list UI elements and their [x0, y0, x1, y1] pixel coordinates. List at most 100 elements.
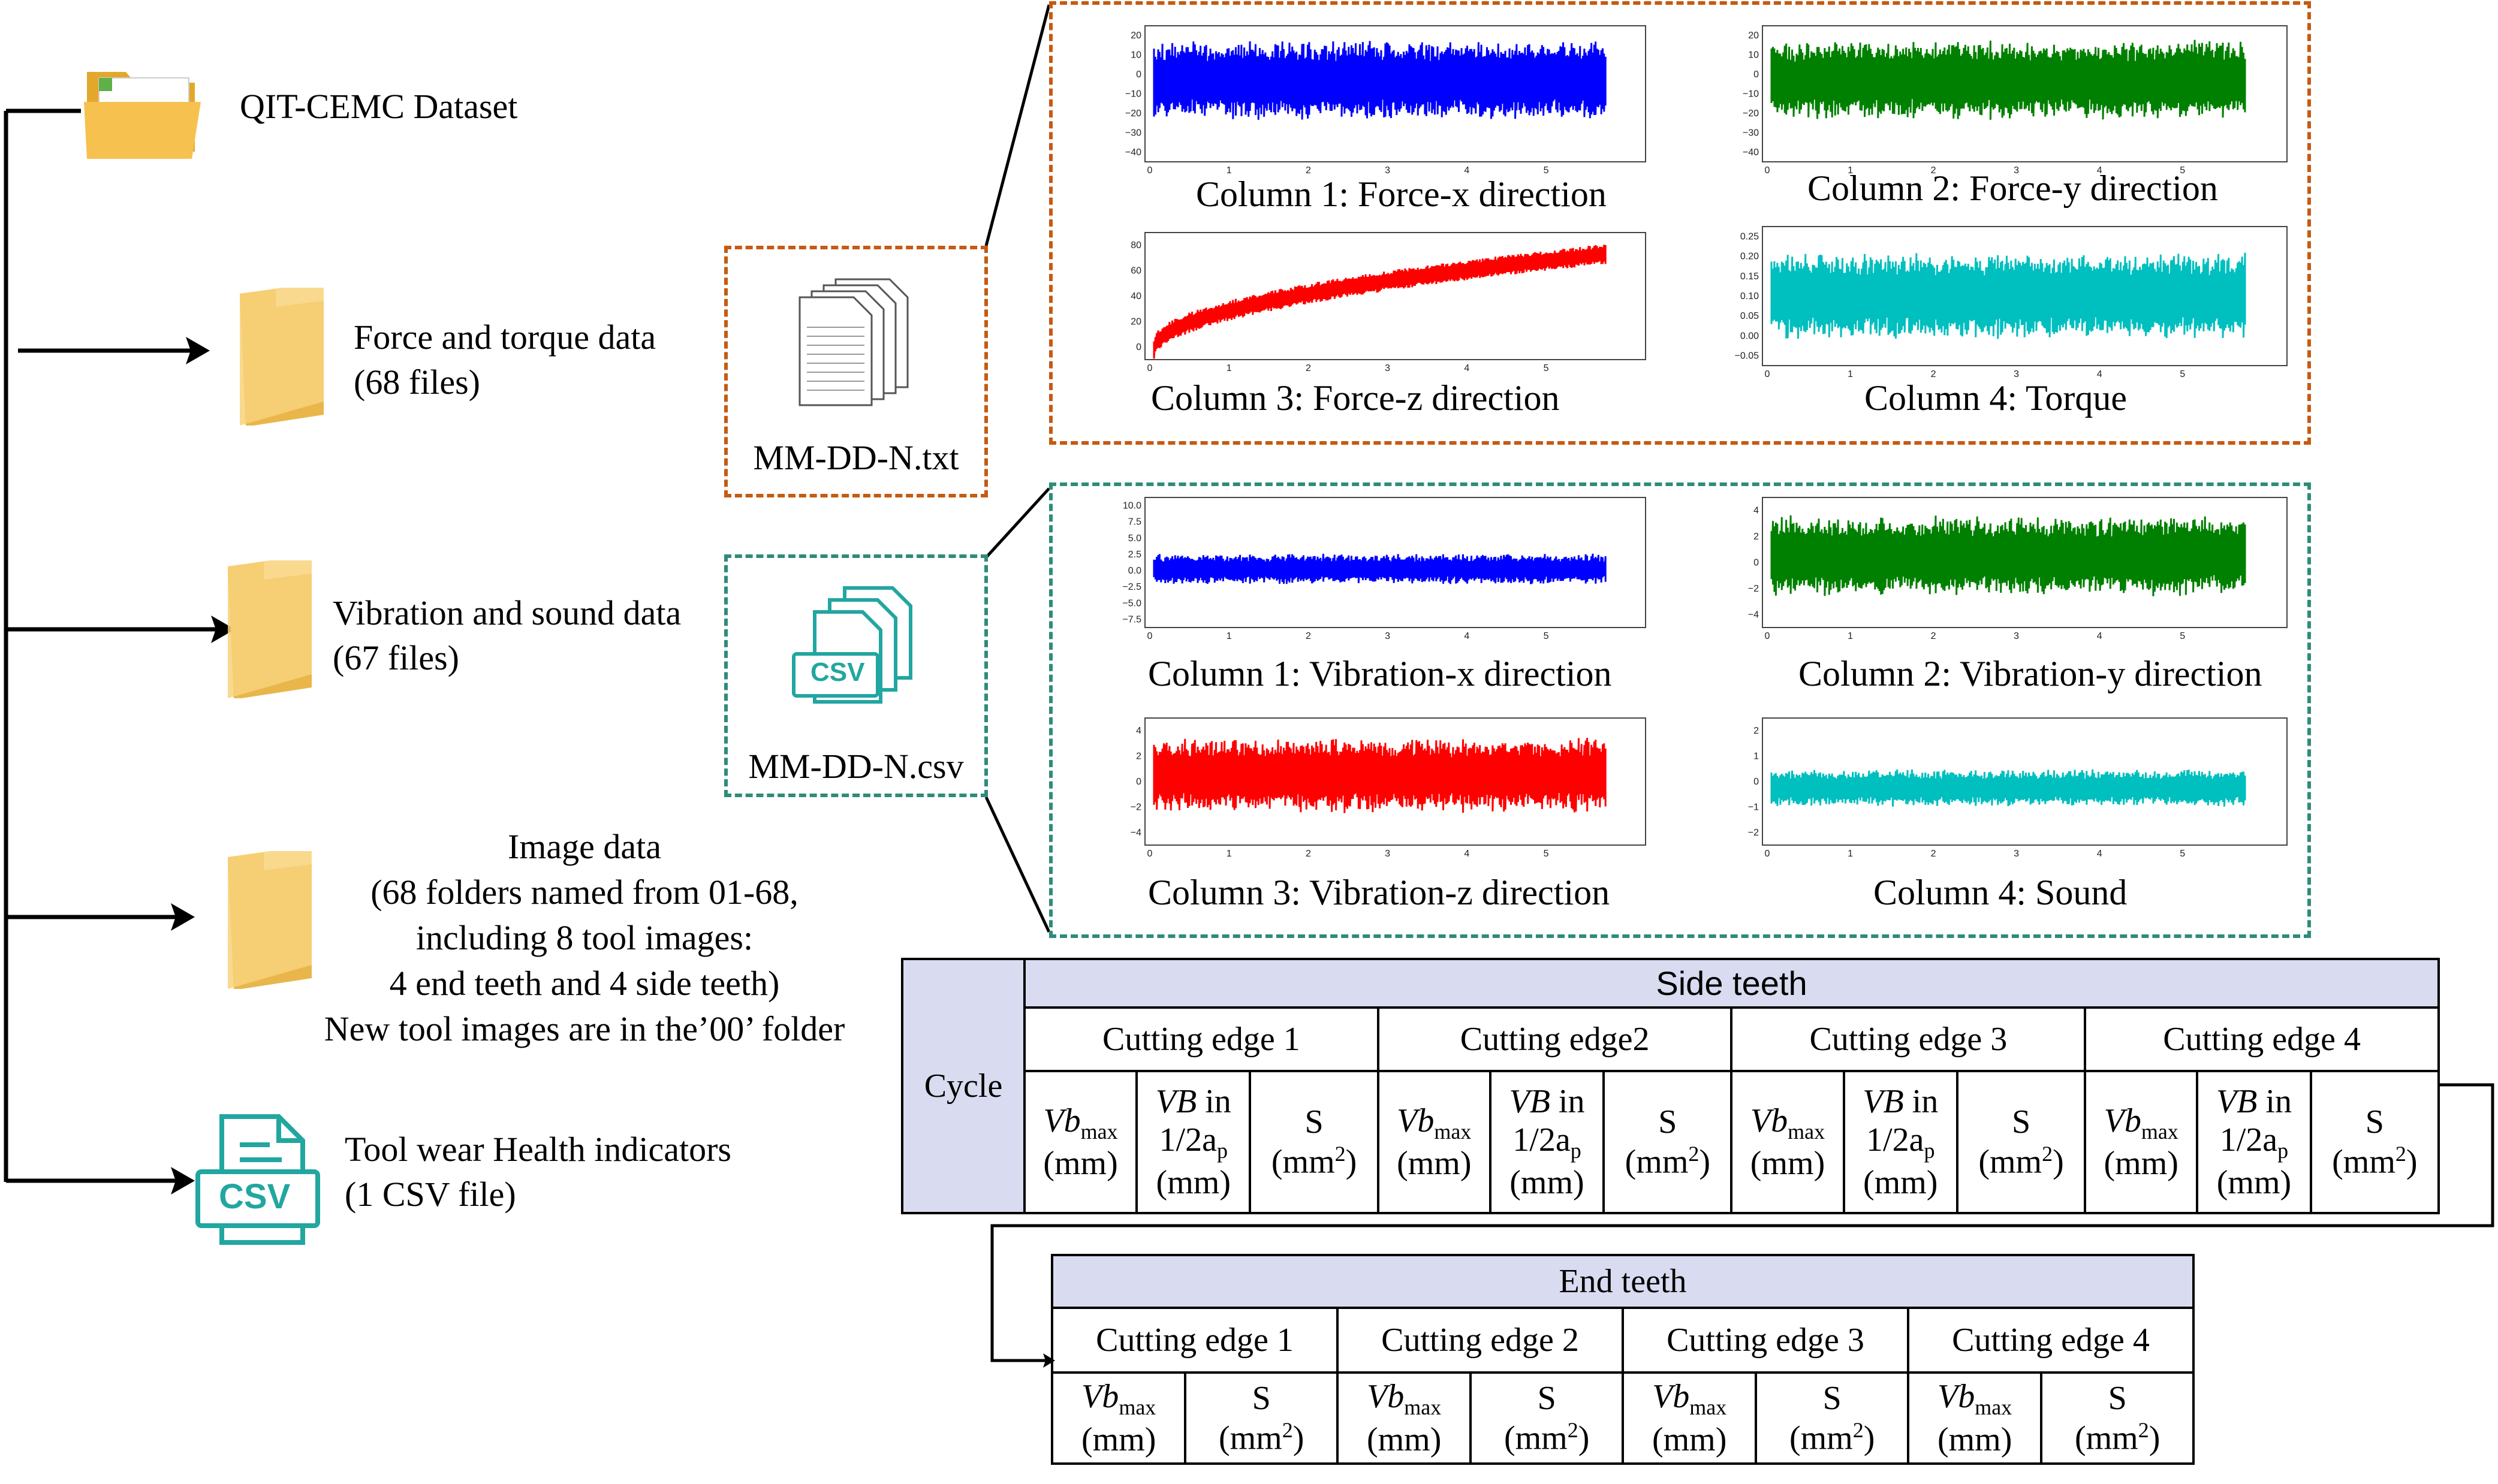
area-cell: S (mm2) [2309, 1069, 2440, 1215]
y-tick-label: 5.0 [1128, 533, 1141, 544]
vbmax-cell: Vbmax (mm) [1336, 1371, 1472, 1465]
y-tick-label: −2 [1748, 584, 1759, 594]
x-tick-label: 1 [1848, 849, 1853, 859]
vbmax-cell: Vbmax (mm) [1023, 1069, 1138, 1215]
y-tick-label: −10 [1125, 89, 1141, 99]
y-tick-label: 10 [1748, 50, 1759, 61]
x-tick-label: 0 [1147, 165, 1153, 176]
vb-half-ap-cell: VB in 1/2ap (mm) [2196, 1069, 2312, 1215]
signal-plot: 80 60 40 20 0 0 1 2 3 4 5 [1131, 232, 1646, 373]
y-tick-label: 2 [1136, 752, 1141, 762]
csv-stack-icon [792, 586, 912, 704]
x-tick-label: 0 [1765, 849, 1770, 859]
x-tick-label: 3 [2014, 165, 2019, 176]
y-tick-label: 0 [1753, 777, 1759, 787]
x-tick-label: 2 [1306, 631, 1311, 641]
root-label: QIT-CEMC Dataset [240, 87, 518, 126]
vb-half-ap-cell: VB in 1/2ap (mm) [1842, 1069, 1958, 1215]
area-cell: S (mm2) [1602, 1069, 1733, 1215]
image-data-line: New tool images are in the’00’ folder [324, 1009, 845, 1048]
x-tick-label: 5 [1544, 849, 1549, 859]
y-tick-label: 2.5 [1128, 550, 1141, 560]
x-tick-label: 5 [1544, 631, 1549, 641]
y-tick-label: 0 [1136, 70, 1141, 80]
signal-plot: 10.0 7.5 5.0 2.5 0.0 −2.5 −5.0 −7.5 0 1 2 3 4 5 [1122, 497, 1646, 641]
force-torque-count: (68 files) [354, 363, 480, 402]
y-tick-label: 80 [1131, 240, 1141, 251]
y-tick-label: −30 [1743, 128, 1759, 138]
folder-icon [234, 282, 330, 427]
y-tick-label: 0.15 [1740, 272, 1759, 282]
x-tick-label: 0 [1765, 631, 1770, 641]
vb-half-ap-cell: VB in 1/2ap (mm) [1488, 1069, 1605, 1215]
y-tick-label: 0 [1136, 777, 1141, 787]
image-data-line: including 8 tool images: [415, 918, 754, 957]
x-tick-label: 4 [1464, 363, 1469, 373]
area-cell: S (mm2) [1249, 1069, 1379, 1215]
y-tick-label: −7.5 [1122, 614, 1141, 625]
signal-trace [1770, 769, 2246, 807]
y-tick-label: 0 [1136, 342, 1141, 352]
y-tick-label: 60 [1131, 266, 1141, 276]
signal-plot: 4 2 0 −2 −4 0 1 2 3 4 5 [1131, 717, 1646, 859]
y-tick-label: −5.0 [1122, 598, 1141, 608]
x-tick-label: 1 [1227, 849, 1232, 859]
side-edge-4: Cutting edge 4 [2084, 1006, 2440, 1072]
y-tick-label: 10 [1131, 50, 1141, 61]
txt-file-box: MM-DD-N.txt [724, 246, 988, 497]
x-tick-label: 3 [2014, 369, 2019, 379]
y-tick-label: 1 [1753, 752, 1759, 762]
x-tick-label: 4 [2097, 631, 2102, 641]
y-tick-label: −2.5 [1122, 582, 1141, 592]
end-edge-2: Cutting edge 2 [1336, 1307, 1624, 1374]
side-edge-3: Cutting edge 3 [1730, 1006, 2087, 1072]
y-tick-label: −30 [1125, 128, 1141, 138]
vbmax-cell: Vbmax (mm) [1621, 1371, 1758, 1465]
signal-plot: 4 2 0 −2 −4 0 1 2 3 4 5 [1748, 497, 2288, 641]
y-tick-label: −0.05 [1735, 351, 1759, 361]
vbmax-cell: Vbmax (mm) [1730, 1069, 1845, 1215]
csv-badge-text: CSV [219, 1177, 291, 1216]
x-tick-label: 4 [2097, 369, 2102, 379]
y-tick-label: 0 [1753, 558, 1759, 568]
x-tick-label: 1 [1848, 165, 1853, 176]
folder-icon [222, 554, 318, 699]
y-tick-label: 20 [1131, 31, 1141, 41]
side-edge-1: Cutting edge 1 [1023, 1006, 1379, 1072]
x-tick-label: 2 [1306, 165, 1311, 176]
image-data-line: 4 end teeth and 4 side teeth) [389, 964, 780, 1003]
signal-trace [1153, 738, 1607, 813]
plot-caption: Column 4: Sound [1873, 873, 2128, 912]
plot-caption: Column 2: Force-y direction [1807, 168, 2218, 208]
plot-caption: Column 4: Torque [1864, 378, 2128, 418]
side-teeth-title: Side teeth [1023, 958, 2440, 1009]
health-indicators-label: Tool wear Health indicators [345, 1130, 731, 1169]
y-tick-label: −40 [1743, 147, 1759, 158]
vbmax-cell: Vbmax (mm) [1050, 1371, 1187, 1465]
x-tick-label: 3 [2014, 631, 2019, 641]
x-tick-label: 3 [1385, 631, 1390, 641]
csv-file-icon: CSV [195, 1112, 327, 1250]
signal-trace [1770, 252, 2246, 339]
signal-trace [1153, 41, 1607, 120]
x-tick-label: 5 [2180, 849, 2185, 859]
cycle-header: Cycle [901, 958, 1026, 1214]
vbmax-cell: Vbmax (mm) [1906, 1371, 2043, 1465]
y-tick-label: 0 [1753, 70, 1759, 80]
x-tick-label: 5 [1544, 165, 1549, 176]
image-data-line: (68 folders named from 01-68, [370, 873, 798, 912]
x-tick-label: 2 [1306, 363, 1311, 373]
end-teeth-title: End teeth [1051, 1254, 2195, 1309]
x-tick-label: 3 [2014, 849, 2019, 859]
y-tick-label: −1 [1748, 802, 1759, 812]
y-tick-label: 2 [1753, 726, 1759, 736]
txt-file-name: MM-DD-N.txt [753, 438, 959, 477]
y-tick-label: 20 [1131, 316, 1141, 327]
y-tick-label: −10 [1743, 89, 1759, 99]
x-tick-label: 1 [1848, 369, 1853, 379]
area-cell: S (mm2) [1469, 1371, 1624, 1465]
image-data-title: Image data [507, 827, 661, 866]
x-tick-label: 1 [1227, 363, 1232, 373]
signal-plot: 0.25 0.20 0.15 0.10 0.05 0.00 −0.05 0 1 2 3 4 5 [1735, 226, 2288, 379]
x-tick-label: 0 [1147, 849, 1153, 859]
